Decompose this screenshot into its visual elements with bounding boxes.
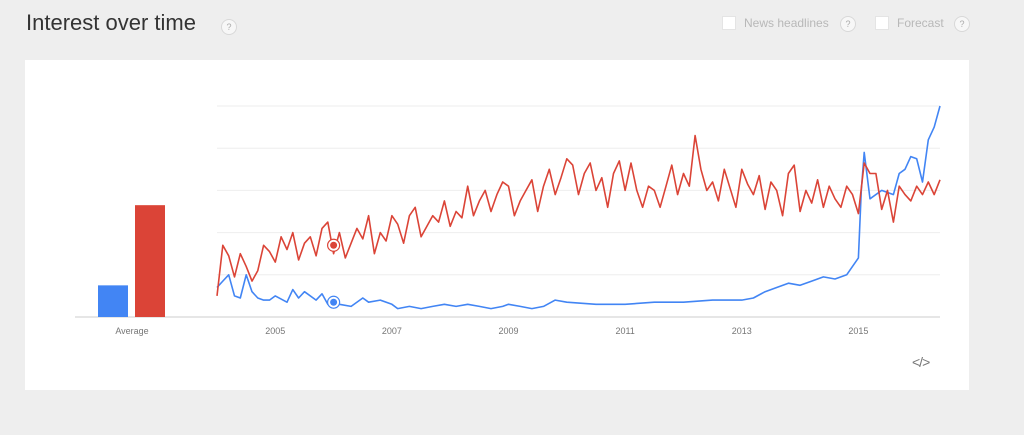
chart-panel: Average 2005 2007 2009 2011 2013 2015	[25, 60, 969, 390]
interest-over-time-chart: Average 2005 2007 2009 2011 2013 2015	[75, 105, 941, 336]
average-bar-red	[135, 205, 165, 317]
average-bars: Average	[98, 205, 165, 336]
x-tick-label: 2005	[265, 326, 285, 336]
news-headlines-label[interactable]: News headlines	[744, 16, 829, 30]
forecast-label[interactable]: Forecast	[897, 16, 944, 30]
page-title: Interest over time	[26, 10, 196, 35]
x-axis-ticks: 2005 2007 2009 2011 2013 2015	[265, 326, 868, 336]
series-line-0	[216, 105, 941, 310]
series-lines	[216, 105, 941, 310]
title-help-icon[interactable]: ?	[221, 19, 237, 35]
x-tick-label: 2015	[848, 326, 868, 336]
series-marker-dot-0[interactable]	[330, 298, 338, 306]
average-bar-blue	[98, 285, 128, 317]
embed-code-icon[interactable]: </>	[912, 354, 930, 370]
gridlines	[75, 105, 940, 318]
x-tick-label: 2009	[499, 326, 519, 336]
series-line-1	[216, 134, 941, 296]
forecast-help-icon[interactable]: ?	[954, 16, 970, 32]
series-marker-dot-1[interactable]	[330, 241, 338, 249]
x-tick-label: 2011	[615, 326, 634, 336]
forecast-checkbox[interactable]	[875, 16, 889, 30]
average-label: Average	[115, 326, 148, 336]
x-tick-label: 2013	[732, 326, 752, 336]
news-headlines-checkbox[interactable]	[722, 16, 736, 30]
x-tick-label: 2007	[382, 326, 402, 336]
news-headlines-help-icon[interactable]: ?	[840, 16, 856, 32]
